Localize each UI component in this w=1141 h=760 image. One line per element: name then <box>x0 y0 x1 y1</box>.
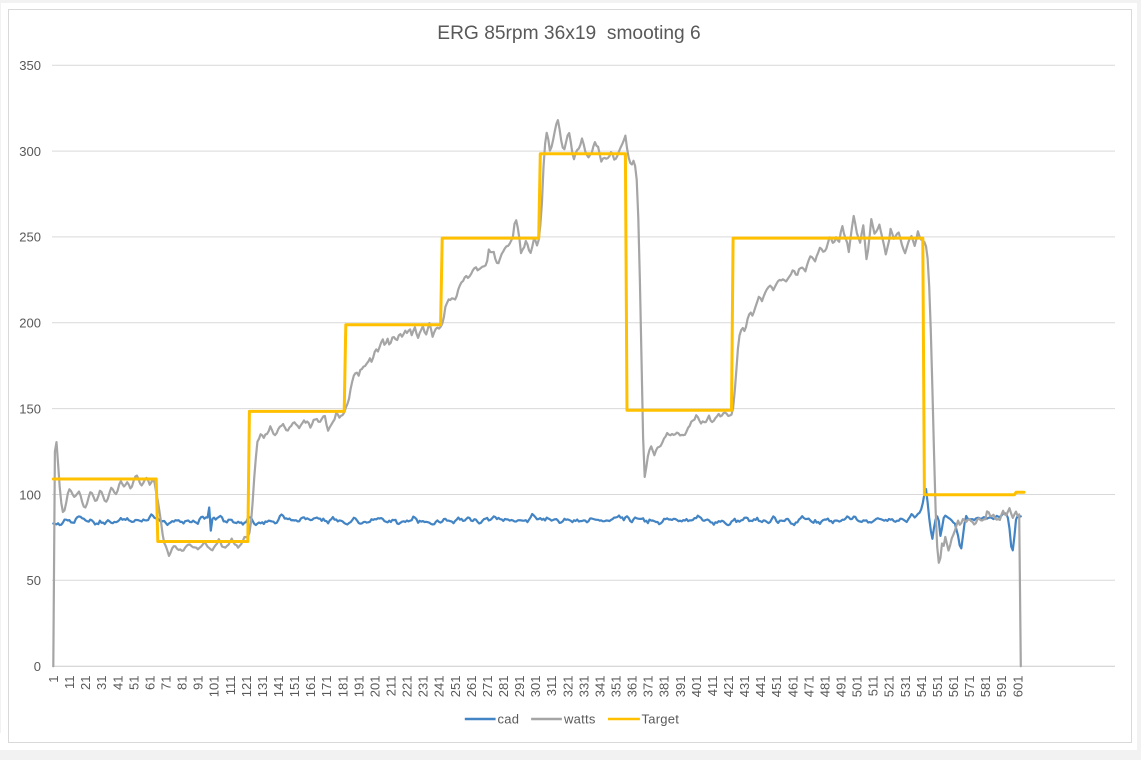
svg-text:331: 331 <box>576 676 591 698</box>
svg-text:161: 161 <box>303 676 318 698</box>
svg-text:371: 371 <box>641 676 656 698</box>
svg-text:141: 141 <box>271 676 286 698</box>
svg-text:350: 350 <box>19 58 41 73</box>
svg-text:41: 41 <box>110 676 125 690</box>
svg-text:100: 100 <box>19 487 41 502</box>
svg-text:401: 401 <box>689 676 704 698</box>
svg-text:300: 300 <box>19 144 41 159</box>
svg-text:381: 381 <box>657 676 672 698</box>
svg-text:471: 471 <box>801 676 816 698</box>
svg-text:211: 211 <box>384 676 399 697</box>
svg-text:431: 431 <box>737 676 752 698</box>
svg-text:250: 250 <box>19 230 41 245</box>
svg-text:521: 521 <box>882 676 897 698</box>
svg-text:50: 50 <box>27 573 41 588</box>
svg-text:601: 601 <box>1010 676 1025 698</box>
svg-text:21: 21 <box>78 676 93 690</box>
svg-text:561: 561 <box>946 676 961 698</box>
svg-text:251: 251 <box>448 676 463 698</box>
svg-text:411: 411 <box>705 676 720 697</box>
svg-text:231: 231 <box>416 676 431 698</box>
svg-text:361: 361 <box>625 676 640 698</box>
svg-text:531: 531 <box>898 676 913 698</box>
svg-text:11: 11 <box>62 676 77 690</box>
svg-text:341: 341 <box>592 676 607 698</box>
svg-text:281: 281 <box>496 676 511 698</box>
svg-text:571: 571 <box>962 676 977 698</box>
svg-text:311: 311 <box>544 676 559 697</box>
svg-text:421: 421 <box>721 676 736 698</box>
svg-text:351: 351 <box>609 676 624 698</box>
svg-text:441: 441 <box>753 676 768 698</box>
svg-text:91: 91 <box>191 676 206 690</box>
svg-text:501: 501 <box>850 676 865 698</box>
svg-text:181: 181 <box>335 676 350 698</box>
svg-text:cad: cad <box>498 712 520 727</box>
svg-text:111: 111 <box>223 676 238 696</box>
svg-text:ERG 85rpm 36x19 smooting 6: ERG 85rpm 36x19 smooting 6 <box>437 23 700 44</box>
svg-text:31: 31 <box>94 676 109 690</box>
svg-text:81: 81 <box>175 676 190 690</box>
svg-text:71: 71 <box>159 676 174 690</box>
svg-text:201: 201 <box>367 676 382 698</box>
svg-text:150: 150 <box>19 401 41 416</box>
svg-text:581: 581 <box>978 676 993 698</box>
svg-text:591: 591 <box>994 676 1009 698</box>
svg-text:191: 191 <box>351 676 366 698</box>
svg-text:241: 241 <box>432 676 447 698</box>
svg-text:391: 391 <box>673 676 688 698</box>
svg-text:151: 151 <box>287 676 302 698</box>
svg-text:271: 271 <box>480 676 495 698</box>
svg-text:511: 511 <box>866 676 881 697</box>
svg-text:491: 491 <box>834 676 849 698</box>
svg-text:61: 61 <box>142 676 157 690</box>
svg-text:221: 221 <box>400 676 415 698</box>
svg-text:291: 291 <box>512 676 527 698</box>
svg-text:51: 51 <box>126 676 141 690</box>
svg-text:171: 171 <box>319 676 334 698</box>
svg-text:131: 131 <box>255 676 270 698</box>
svg-text:261: 261 <box>464 676 479 698</box>
svg-text:121: 121 <box>239 676 254 698</box>
svg-text:541: 541 <box>914 676 929 698</box>
svg-text:481: 481 <box>817 676 832 698</box>
svg-text:0: 0 <box>34 659 41 674</box>
svg-text:watts: watts <box>563 712 596 727</box>
svg-text:321: 321 <box>560 676 575 698</box>
svg-text:461: 461 <box>785 676 800 698</box>
svg-text:200: 200 <box>19 316 41 331</box>
svg-text:301: 301 <box>528 676 543 698</box>
svg-text:551: 551 <box>930 676 945 698</box>
svg-text:Target: Target <box>642 712 680 727</box>
svg-text:101: 101 <box>207 676 222 698</box>
svg-text:1: 1 <box>46 676 61 683</box>
svg-text:451: 451 <box>769 676 784 698</box>
